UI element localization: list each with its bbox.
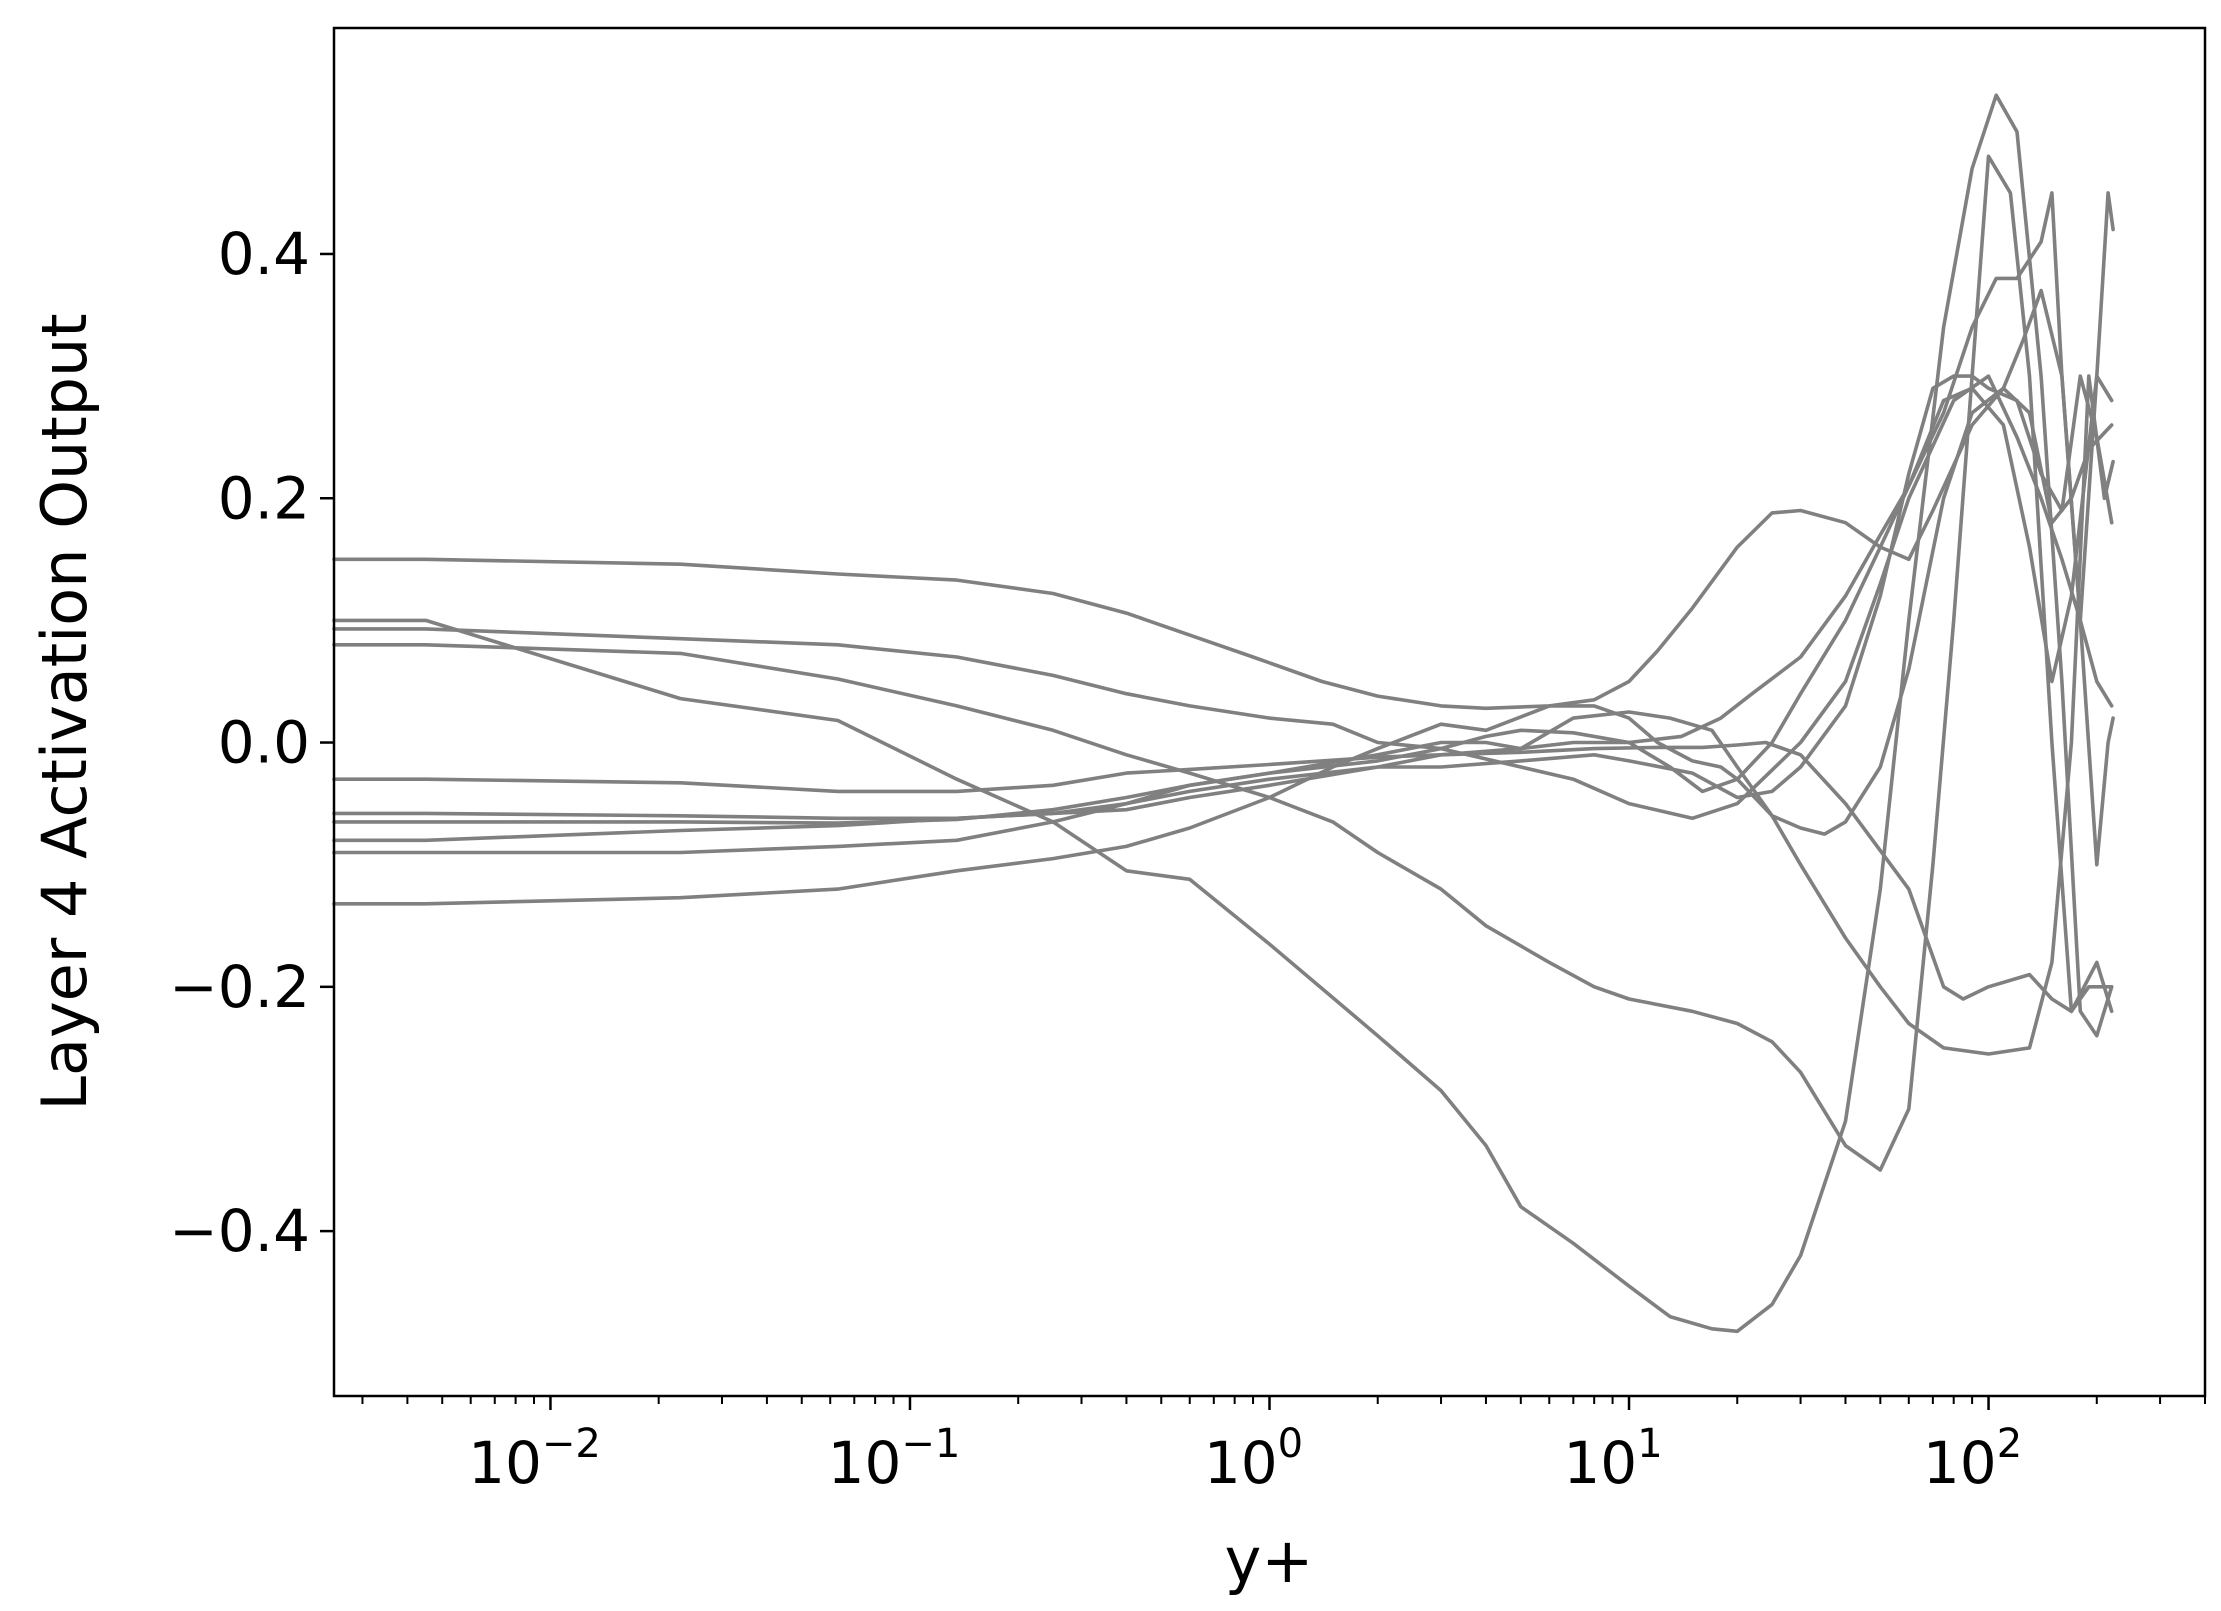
series-line-10 [332, 288, 2115, 906]
x-tick-label: 101 [1563, 1421, 1662, 1497]
y-tick-label: −0.4 [169, 1197, 310, 1265]
x-tick-label: 10−2 [468, 1421, 601, 1497]
series-line-3 [332, 374, 2114, 821]
series-line-5 [332, 740, 2114, 1014]
y-tick-label: 0.4 [218, 220, 310, 288]
series-line-2 [332, 93, 2114, 1334]
series-line-9 [332, 374, 2115, 1056]
y-tick-label: −0.2 [169, 953, 310, 1021]
plot-frame [332, 26, 2207, 1398]
series-line-7 [332, 374, 2114, 825]
x-tick-label: 10−1 [828, 1421, 961, 1497]
series-line-8 [332, 191, 2115, 843]
y-tick-label: 0.2 [218, 464, 310, 532]
x-axis-ticks: 10−2 10−1 100 101 102 [361, 1396, 2206, 1497]
y-axis-ticks: −0.4 −0.2 0.0 0.2 0.4 [169, 220, 334, 1265]
x-tick-label: 102 [1923, 1421, 2022, 1497]
y-axis-title: Layer 4 Activation Output [28, 313, 101, 1110]
x-tick-label: 100 [1204, 1421, 1303, 1497]
series-layer [332, 93, 2115, 1334]
series-line-4 [332, 154, 2114, 1172]
x-axis-title: y+ [1225, 1524, 1314, 1597]
y-tick-label: 0.0 [218, 709, 310, 777]
